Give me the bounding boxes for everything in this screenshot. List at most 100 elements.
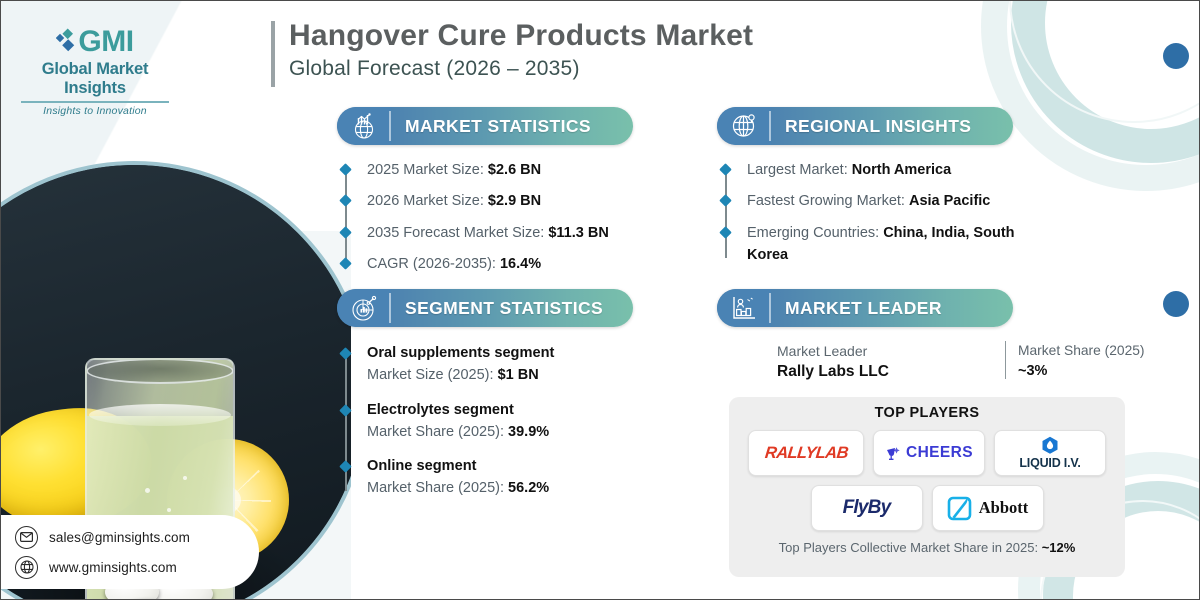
segment-metric-value: 56.2% bbox=[508, 480, 550, 497]
market-leader-pill[interactable]: MARKET LEADER bbox=[717, 289, 1013, 327]
section-segment-statistics: SEGMENT STATISTICS Oral supplements segm… bbox=[337, 289, 667, 500]
stat-value: $2.9 BN bbox=[487, 193, 542, 210]
decor-ring-top-right-thin bbox=[1009, 1, 1199, 123]
market-share-value: ~3% bbox=[1018, 362, 1048, 379]
market-statistics-list: 2025 Market Size: $2.6 BN 2026 Market Si… bbox=[337, 159, 667, 276]
liquid-iv-hexagon-icon bbox=[1042, 436, 1058, 454]
regional-insights-label: REGIONAL INSIGHTS bbox=[785, 115, 972, 136]
brand-tagline: Insights to Innovation bbox=[43, 104, 147, 117]
stat-label: 2025 Market Size: bbox=[367, 162, 484, 178]
stat-label: CAGR (2026-2035): bbox=[367, 256, 496, 273]
top-players-title: TOP PLAYERS bbox=[874, 405, 980, 421]
envelope-icon bbox=[15, 525, 38, 549]
region-value: China, India, South Korea bbox=[747, 224, 1015, 264]
globe-icon bbox=[15, 555, 38, 579]
segment-statistics-label: SEGMENT STATISTICS bbox=[405, 297, 604, 318]
contact-card: sales@gminsights.com www.gminsights.com bbox=[1, 515, 259, 589]
brand-name: Global Market Insights bbox=[41, 60, 149, 97]
stat-value: $11.3 BN bbox=[548, 224, 609, 241]
brand-logo[interactable]: GMI Global Market Insights Insights to I… bbox=[15, 25, 175, 117]
glass-rim bbox=[87, 360, 233, 384]
bubble bbox=[145, 488, 150, 493]
market-statistics-label: MARKET STATISTICS bbox=[405, 115, 592, 136]
region-value: Asia Pacific bbox=[908, 193, 991, 210]
decor-dot-mid-right bbox=[1163, 291, 1189, 317]
abbott-symbol-icon bbox=[947, 496, 972, 520]
market-share-caption: Market Share (2025) bbox=[1018, 343, 1145, 358]
regional-insights-pill[interactable]: REGIONAL INSIGHTS bbox=[717, 107, 1013, 145]
stat-value: 16.4% bbox=[499, 256, 542, 273]
brand-initials: GMI bbox=[78, 25, 134, 58]
section-market-statistics: MARKET STATISTICS 2025 Market Size: $2.6… bbox=[337, 107, 667, 276]
podium-winner-icon bbox=[717, 289, 771, 327]
segment-metric-label: Market Size (2025): bbox=[367, 366, 494, 383]
list-item: 2025 Market Size: $2.6 BN bbox=[367, 159, 667, 181]
top-players-footer: Top Players Collective Market Share in 2… bbox=[743, 540, 1111, 555]
logo-card-liquid-iv[interactable]: LIQUID I.V. bbox=[994, 430, 1106, 476]
rallylab-wordmark: RALLYLAB bbox=[763, 443, 849, 462]
market-leader-share-block: Market Share (2025) ~3% bbox=[1005, 341, 1145, 379]
section-market-leader: MARKET LEADER Market Leader Rally Labs L… bbox=[717, 289, 1145, 381]
list-item: Emerging Countries: China, India, South … bbox=[747, 222, 1047, 267]
regional-insights-list: Largest Market: North America Fastest Gr… bbox=[717, 159, 1047, 267]
bubble bbox=[167, 508, 171, 512]
bubble bbox=[183, 476, 187, 480]
segment-title: Online segment bbox=[367, 458, 477, 475]
market-leader-name-block: Market Leader Rally Labs LLC bbox=[777, 341, 1005, 381]
list-item: Online segment Market Share (2025): 56.2… bbox=[367, 456, 667, 500]
region-label: Emerging Countries: bbox=[747, 224, 880, 241]
region-label: Fastest Growing Market: bbox=[747, 193, 905, 210]
glass-liquid-surface bbox=[89, 404, 231, 426]
top-players-footer-value: ~12% bbox=[1041, 540, 1076, 555]
logo-card-rallylab[interactable]: RALLYLAB bbox=[748, 430, 864, 476]
list-item: Oral supplements segment Market Size (20… bbox=[367, 343, 667, 387]
decor-dot-upper-right bbox=[1163, 43, 1189, 69]
flyby-wordmark: FlyBy bbox=[842, 497, 892, 518]
top-players-footer-label: Top Players Collective Market Share in 2… bbox=[778, 540, 1039, 555]
list-item: 2026 Market Size: $2.9 BN bbox=[367, 190, 667, 212]
product-photo-panel: sales@gminsights.com www.gminsights.com bbox=[1, 1, 351, 599]
contact-email-row[interactable]: sales@gminsights.com bbox=[15, 525, 259, 549]
segment-metric-label: Market Share (2025): bbox=[367, 423, 505, 440]
globe-chart-icon bbox=[337, 107, 391, 145]
stat-label: 2026 Market Size: bbox=[367, 193, 484, 210]
segment-metric-value: $1 BN bbox=[497, 366, 539, 383]
market-leader-name: Rally Labs LLC bbox=[777, 363, 889, 380]
list-item: Electrolytes segment Market Share (2025)… bbox=[367, 400, 667, 444]
top-players-panel: TOP PLAYERS RALLYLAB CHEERS bbox=[729, 397, 1125, 577]
contact-website-row[interactable]: www.gminsights.com bbox=[15, 555, 259, 579]
segment-metric-label: Market Share (2025): bbox=[367, 480, 505, 497]
page-title: Hangover Cure Products Market bbox=[289, 19, 754, 52]
abbott-wordmark: Abbott bbox=[978, 498, 1029, 517]
segment-statistics-pill[interactable]: SEGMENT STATISTICS bbox=[337, 289, 633, 327]
top-players-logo-row-1: RALLYLAB CHEERS bbox=[743, 430, 1111, 476]
stat-label: 2035 Forecast Market Size: bbox=[367, 224, 545, 241]
market-leader-body: Market Leader Rally Labs LLC Market Shar… bbox=[717, 341, 1145, 381]
cheers-wordmark: CHEERS bbox=[906, 444, 973, 461]
brand-rule bbox=[21, 101, 169, 103]
list-item: Largest Market: North America bbox=[747, 159, 1047, 181]
logo-card-abbott[interactable]: Abbott bbox=[931, 485, 1044, 531]
segment-statistics-list: Oral supplements segment Market Size (20… bbox=[337, 343, 667, 500]
section-regional-insights: REGIONAL INSIGHTS Largest Market: North … bbox=[717, 107, 1047, 267]
market-leader-caption: Market Leader bbox=[777, 343, 868, 359]
contact-website-text: www.gminsights.com bbox=[49, 559, 177, 575]
logo-card-cheers[interactable]: CHEERS bbox=[873, 430, 985, 476]
list-item: CAGR (2026-2035): 16.4% bbox=[367, 253, 667, 275]
market-leader-label: MARKET LEADER bbox=[785, 297, 942, 318]
cheers-glass-icon bbox=[887, 446, 900, 460]
gmi-diamond-icon bbox=[56, 28, 75, 52]
page-title-block: Hangover Cure Products Market Global For… bbox=[271, 17, 754, 87]
contact-email-text: sales@gminsights.com bbox=[49, 529, 191, 545]
list-item: Fastest Growing Market: Asia Pacific bbox=[747, 190, 1047, 212]
page-subtitle: Global Forecast (2026 – 2035) bbox=[289, 56, 580, 80]
segment-title: Electrolytes segment bbox=[367, 401, 514, 418]
list-item: 2035 Forecast Market Size: $11.3 BN bbox=[367, 222, 667, 244]
logo-card-flyby[interactable]: FlyBy bbox=[810, 485, 923, 531]
market-statistics-pill[interactable]: MARKET STATISTICS bbox=[337, 107, 633, 145]
liquid-iv-wordmark: LIQUID I.V. bbox=[1019, 456, 1081, 470]
segment-metric-value: 39.9% bbox=[508, 423, 550, 440]
segment-title: Oral supplements segment bbox=[367, 345, 555, 361]
region-value: North America bbox=[851, 162, 952, 178]
